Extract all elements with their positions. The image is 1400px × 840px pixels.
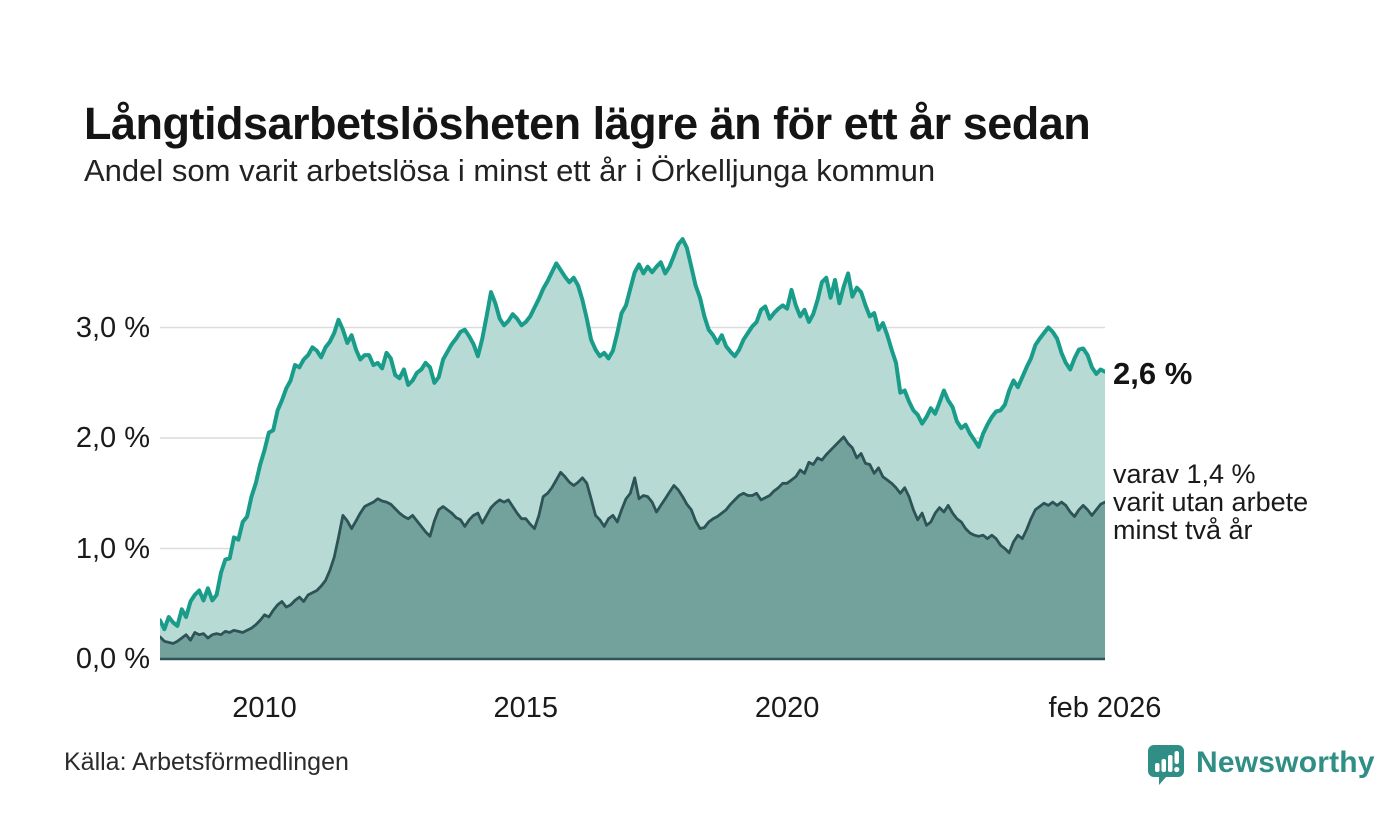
bar-chart-bar-3 [1168,755,1173,772]
x-axis-tick-2015: 2015 [493,692,559,724]
series-min-two-years-area [160,436,1105,659]
y-axis-tick-0: 0,0 % [75,643,150,675]
bar-chart-bar-2 [1161,759,1166,772]
source-credit: Källa: Arbetsförmedlingen [64,748,349,776]
newsworthy-brand: Newsworthy [1146,742,1375,790]
y-axis-tick-2: 2,0 % [75,422,150,454]
newsworthy-logo-icon [1148,745,1184,785]
secondary-annotation-line3: minst två år [1113,515,1253,545]
y-axis-tick-3: 3,0 % [75,311,150,344]
exclamation-stem [1174,751,1179,764]
brand-name: Newsworthy [1196,746,1375,779]
exclamation-dot [1174,766,1180,773]
series-min-one-year-line [160,237,1105,632]
x-axis-tick-feb-2026: feb 2026 [1048,692,1162,724]
x-axis-tick-2010: 2010 [232,692,297,724]
chart-subtitle: Andel som varit arbetslösa i minst ett å… [84,153,936,188]
secondary-value-annotation: varav 1,4 % varit utan arbete minst två … [1113,460,1308,544]
series-min-two-years-line [160,435,1105,645]
secondary-annotation-line2: varit utan arbete [1113,487,1309,517]
x-axis-tick-2020: 2020 [754,692,820,724]
page-title: Långtidsarbetslösheten lägre än för ett … [84,98,1091,150]
secondary-annotation-line1: varav 1,4 % [1113,459,1256,489]
unemployment-area-chart [160,237,1105,661]
y-axis-tick-1: 1,0 % [75,532,150,565]
bar-chart-bar-1 [1155,763,1160,772]
latest-value-label: 2,6 % [1113,356,1193,391]
